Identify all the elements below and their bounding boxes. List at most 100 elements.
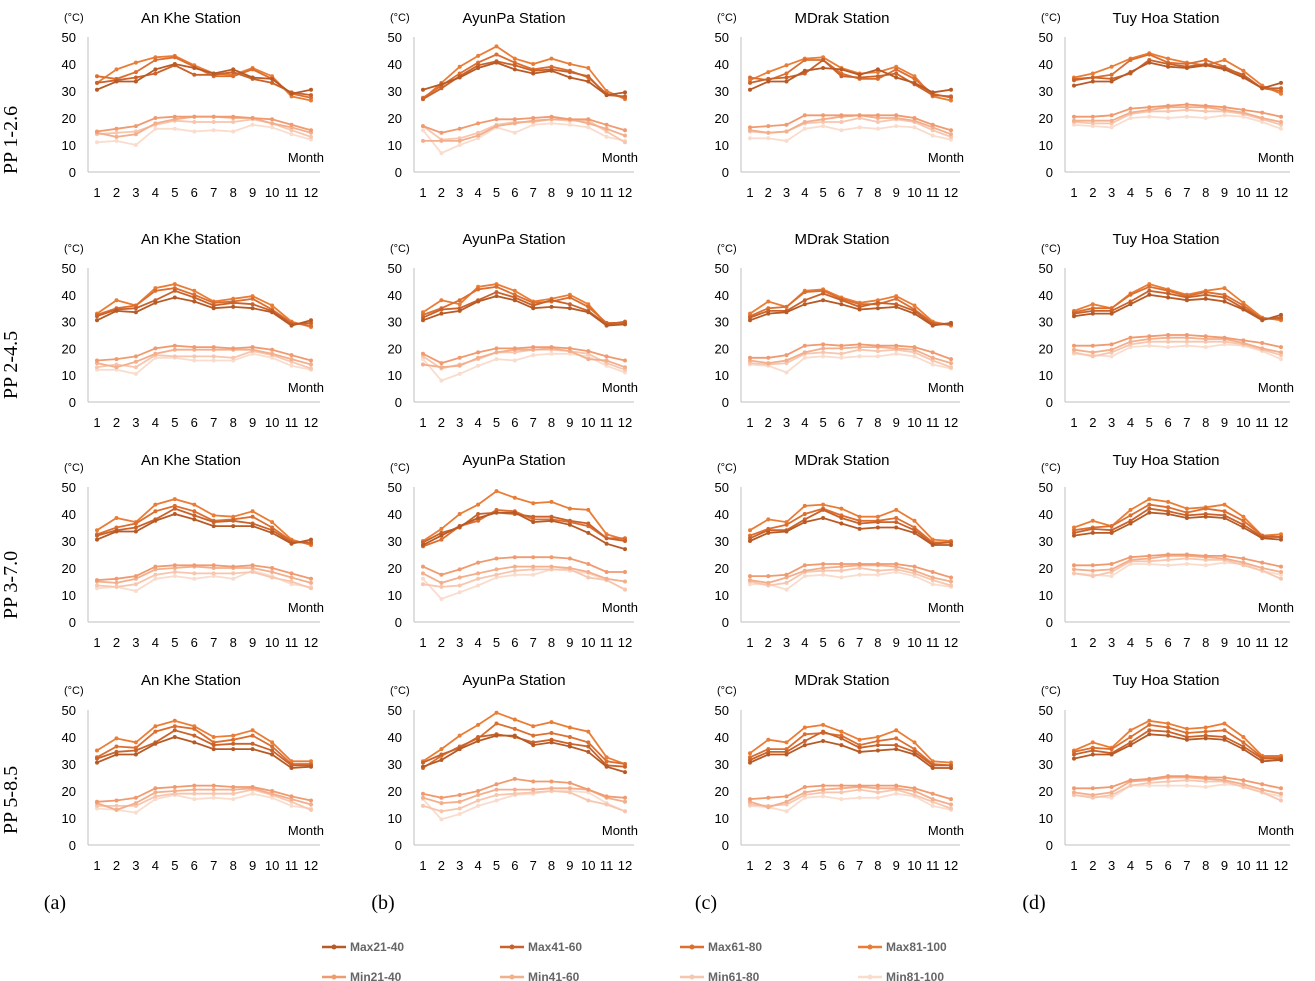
data-point: [839, 298, 844, 303]
data-point: [766, 574, 771, 579]
panel-label: (c): [695, 892, 717, 914]
data-point: [1109, 79, 1114, 84]
data-point: [949, 361, 953, 366]
data-point: [1128, 507, 1133, 512]
x-tick-label: 8: [548, 635, 555, 650]
data-point: [211, 743, 216, 748]
data-point: [512, 510, 517, 515]
y-tick-label: 50: [388, 480, 402, 495]
series-line-max21-40: [96, 296, 312, 327]
data-point: [512, 130, 517, 135]
data-point: [250, 345, 255, 350]
data-point: [309, 128, 313, 133]
series-line-min61-80: [1073, 779, 1282, 802]
series-line-max81-100: [96, 498, 312, 546]
data-point: [494, 346, 499, 351]
data-point: [421, 318, 425, 323]
y-tick-label: 20: [388, 111, 402, 126]
data-point: [421, 760, 425, 765]
data-point: [604, 93, 609, 98]
data-point: [133, 371, 138, 376]
data-point: [766, 361, 771, 366]
x-tick-label: 1: [1070, 858, 1077, 873]
data-point: [250, 116, 255, 120]
data-point: [1260, 566, 1265, 570]
data-point: [457, 806, 462, 811]
data-point: [457, 512, 462, 516]
data-point: [172, 718, 177, 723]
x-tick-label: 1: [93, 185, 100, 200]
data-point: [839, 67, 844, 72]
data-point: [821, 346, 826, 351]
data-point: [439, 151, 444, 156]
x-tick-label: 6: [191, 415, 198, 430]
y-tick-label: 0: [69, 615, 76, 630]
y-tick-label: 40: [62, 288, 76, 303]
series-line-max81-100: [1073, 52, 1282, 95]
data-point: [457, 138, 462, 143]
data-point: [930, 355, 935, 360]
data-point: [549, 779, 554, 784]
data-point: [476, 739, 481, 743]
data-point: [1072, 83, 1076, 88]
data-point: [270, 347, 275, 352]
data-point: [476, 789, 481, 793]
data-point: [586, 744, 591, 749]
x-tick-label: 5: [1146, 415, 1153, 430]
data-point: [623, 547, 627, 552]
x-tick-label: 8: [1202, 185, 1209, 200]
data-point: [531, 306, 536, 311]
data-point: [114, 807, 119, 812]
data-point: [1222, 782, 1227, 787]
data-point: [802, 785, 807, 789]
data-point: [1260, 318, 1265, 323]
data-point: [1222, 721, 1227, 726]
data-point: [784, 79, 789, 84]
data-point: [748, 574, 752, 579]
y-unit-label: (°C): [1041, 243, 1061, 255]
x-tick-label: 1: [419, 415, 426, 430]
data-point: [172, 62, 177, 66]
data-point: [857, 572, 862, 577]
data-point: [172, 347, 177, 352]
series-line-min41-60: [422, 347, 626, 369]
data-point: [114, 516, 119, 520]
series-line-max41-60: [749, 730, 951, 767]
data-point: [439, 311, 444, 316]
data-point: [95, 760, 99, 765]
data-point: [250, 67, 255, 72]
y-tick-label: 50: [62, 703, 76, 718]
y-unit-label: (°C): [390, 243, 410, 255]
series-line-min61-80: [97, 788, 312, 811]
data-point: [512, 67, 517, 72]
data-point: [1072, 790, 1076, 795]
data-point: [172, 55, 177, 60]
data-point: [531, 514, 536, 519]
data-point: [912, 354, 917, 359]
data-point: [531, 555, 536, 560]
data-point: [1072, 533, 1076, 538]
data-point: [1279, 114, 1283, 119]
data-point: [1109, 72, 1114, 77]
x-tick-label: 1: [746, 185, 753, 200]
data-point: [1128, 106, 1133, 111]
data-point: [875, 783, 880, 788]
data-point: [1203, 345, 1208, 350]
x-tick-label: 4: [1127, 185, 1134, 200]
data-point: [1184, 343, 1189, 348]
data-point: [1128, 513, 1133, 518]
data-point: [192, 576, 197, 581]
data-point: [1166, 512, 1171, 516]
y-tick-label: 50: [1039, 30, 1053, 45]
y-tick-label: 50: [715, 703, 729, 718]
data-point: [784, 71, 789, 76]
data-point: [114, 365, 119, 370]
data-point: [1090, 526, 1095, 531]
data-point: [821, 739, 826, 743]
data-point: [875, 568, 880, 573]
x-tick-label: 4: [152, 185, 159, 200]
data-point: [748, 751, 752, 756]
data-point: [567, 70, 572, 75]
data-point: [912, 530, 917, 535]
panel-label: (d): [1022, 892, 1045, 914]
